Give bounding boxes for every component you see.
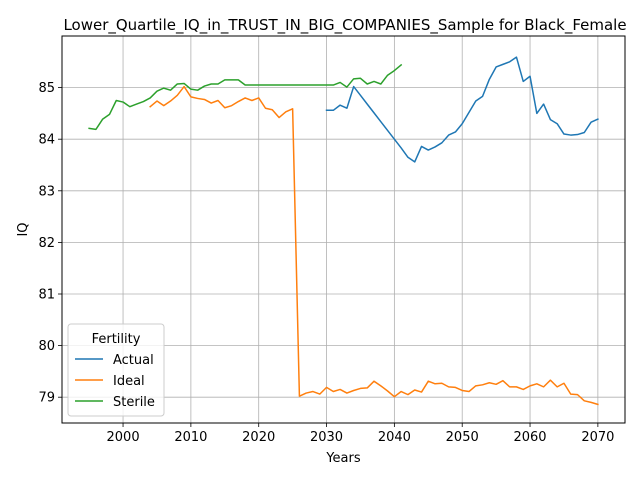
legend-label-actual: Actual: [113, 353, 154, 368]
x-axis-ticks: 2000 2010 2020 2030 2040 2050 2060 2070: [107, 423, 614, 445]
x-tick-label: 2010: [174, 430, 207, 445]
y-tick-label: 80: [38, 339, 55, 354]
legend-label-sterile: Sterile: [113, 395, 155, 410]
y-tick-label: 81: [38, 288, 55, 303]
y-tick-label: 84: [38, 133, 55, 148]
x-tick-label: 2000: [107, 430, 140, 445]
x-axis-label: Years: [325, 451, 361, 466]
chart-title: Lower_Quartile_IQ_in_TRUST_IN_BIG_COMPAN…: [63, 16, 626, 35]
legend-title: Fertility: [92, 332, 141, 347]
plot-frame: [61, 35, 626, 424]
x-tick-label: 2070: [581, 430, 614, 445]
y-axis-label: IQ: [16, 222, 31, 236]
series-layer: [88, 56, 599, 406]
x-tick-label: 2060: [513, 430, 546, 445]
series-line-sterile: [88, 63, 403, 131]
series-line-ideal: [149, 85, 599, 406]
y-tick-label: 82: [38, 236, 55, 251]
series-line-actual: [325, 56, 599, 163]
legend: Fertility Actual Ideal Sterile: [67, 323, 165, 417]
y-axis-ticks: 79 80 81 82 83 84 85: [38, 81, 62, 406]
y-tick-label: 85: [38, 81, 55, 96]
y-tick-label: 79: [38, 391, 55, 406]
legend-label-ideal: Ideal: [113, 374, 145, 389]
x-tick-label: 2020: [242, 430, 275, 445]
y-tick-label: 83: [38, 184, 55, 199]
x-tick-label: 2040: [378, 430, 411, 445]
x-tick-label: 2030: [310, 430, 343, 445]
x-tick-label: 2050: [446, 430, 479, 445]
legend-box: [67, 323, 165, 417]
